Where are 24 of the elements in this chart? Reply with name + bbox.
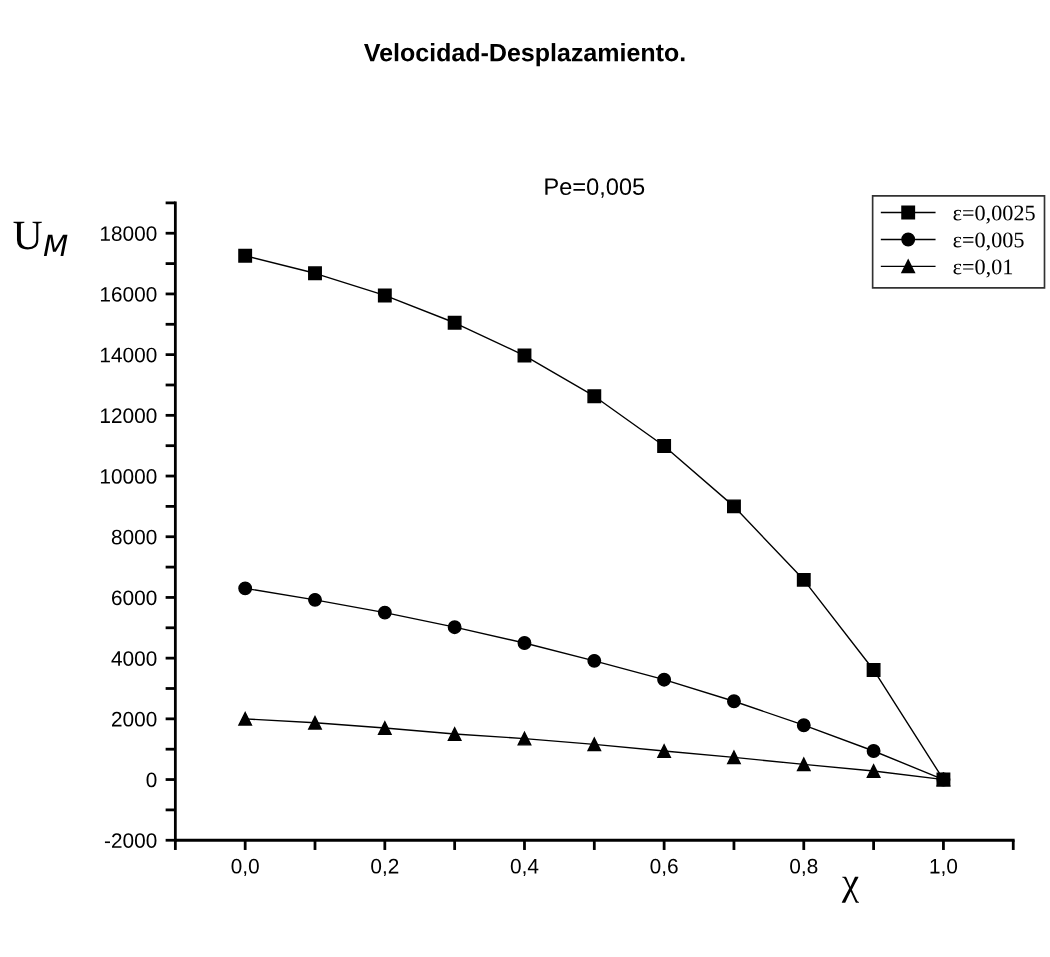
x-tick-label: 0,0	[231, 858, 259, 877]
y-axis-title: U$_{M}$	[13, 221, 68, 256]
y-tick-label: 8000	[111, 529, 157, 545]
chart-subtitle: Pe=0,005	[545, 178, 645, 198]
x-tick-label: 0,2	[371, 858, 399, 877]
legend-label: ε=0,005	[953, 232, 1024, 251]
legend-label: ε=0,0025	[953, 205, 1035, 224]
x-tick-label: 1,0	[930, 858, 958, 877]
x-tick-label: 0,4	[510, 858, 539, 877]
x-axis-title: χ	[841, 876, 859, 903]
y-tick-label: 18000	[100, 226, 157, 241]
x-tick-label: 0,6	[650, 858, 678, 877]
legend-label: ε=0,01	[953, 259, 1013, 278]
y-tick-label: 0	[146, 772, 157, 788]
y-tick-label: 14000	[100, 347, 157, 363]
y-tick-label: -2000	[104, 833, 157, 848]
chart-title: Velocidad-Desplazamiento.	[364, 43, 685, 67]
y-tick-label: 6000	[112, 590, 157, 606]
x-tick-label: 0,8	[790, 858, 818, 877]
y-tick-label: 4000	[111, 651, 157, 666]
y-tick-label: 10000	[100, 469, 157, 484]
y-tick-label: 12000	[100, 408, 157, 424]
y-tick-label: 2000	[112, 711, 157, 727]
y-tick-label: 16000	[100, 286, 157, 302]
